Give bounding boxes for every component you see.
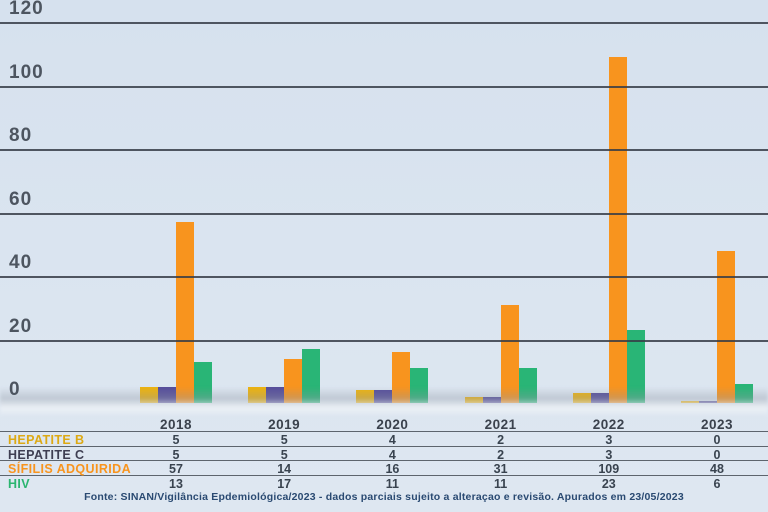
- bar-sifilis-adquirida-2021: [500, 304, 519, 403]
- gridline-100: [0, 85, 768, 88]
- y-tick-label-60: 60: [9, 188, 33, 210]
- value-sifilis-adquirida-2020: 16: [385, 462, 400, 476]
- bar-hiv-2022: [626, 329, 645, 403]
- y-tick-label-0: 0: [9, 379, 21, 400]
- bar-sifilis-adquirida-2023: [717, 250, 735, 403]
- y-tick-label-100: 100: [9, 61, 44, 83]
- value-hiv-2018: 13: [169, 476, 183, 491]
- table-divider-3: [0, 460, 768, 461]
- value-hepatite-c-2023: 0: [713, 447, 721, 462]
- bar-sifilis-adquirida-2018: [176, 222, 194, 403]
- value-hiv-2022: 23: [601, 476, 616, 491]
- gridline-60: [0, 212, 768, 215]
- value-hepatite-c-2022: 3: [605, 447, 613, 462]
- value-hiv-2021: 11: [493, 476, 508, 491]
- value-hepatite-b-2019: 5: [280, 433, 288, 447]
- y-tick-label-40: 40: [9, 252, 33, 273]
- value-hepatite-b-2023: 0: [713, 433, 721, 447]
- year-header-2023: 2023: [700, 416, 734, 432]
- year-header-2020: 2020: [376, 416, 409, 432]
- legend-label-hepatite-c: HEPATITE C: [8, 447, 85, 462]
- table-divider-4: [0, 474, 768, 476]
- value-hepatite-c-2019: 5: [280, 447, 288, 462]
- y-tick-label-120: 120: [9, 0, 44, 19]
- value-hiv-2023: 6: [713, 476, 721, 491]
- y-tick-label-20: 20: [9, 315, 33, 337]
- table-divider-2: [0, 445, 768, 447]
- source-text: Fonte: SINAN/Vigilância Epdemiológica/20…: [84, 491, 684, 503]
- legend-label-hiv: HIV: [8, 476, 31, 491]
- value-sifilis-adquirida-2019: 14: [277, 462, 292, 476]
- table-divider-1: [0, 431, 768, 432]
- gridline-80: [0, 149, 768, 151]
- legend-label-sifilis-adquirida: SÍFILIS ADQUIRIDA: [8, 462, 132, 476]
- year-header-2018: 2018: [159, 416, 193, 432]
- baseline-shadow: [0, 387, 768, 417]
- gridline-20: [0, 339, 768, 342]
- value-sifilis-adquirida-2021: 31: [493, 462, 508, 476]
- value-hepatite-c-2018: 5: [172, 447, 180, 462]
- year-header-2021: 2021: [484, 416, 517, 432]
- value-hepatite-b-2020: 4: [388, 433, 396, 447]
- value-hiv-2020: 11: [385, 476, 399, 491]
- value-hepatite-c-2020: 4: [388, 447, 396, 462]
- value-hepatite-b-2018: 5: [172, 433, 180, 447]
- value-sifilis-adquirida-2018: 57: [169, 462, 183, 476]
- value-hepatite-c-2021: 2: [497, 447, 505, 462]
- legend-label-hepatite-b: HEPATITE B: [8, 433, 85, 447]
- value-sifilis-adquirida-2023: 48: [710, 462, 724, 476]
- gridline-120: [0, 22, 768, 24]
- source-note: Fonte: SINAN/Vigilância Epdemiológica/20…: [0, 491, 768, 503]
- value-sifilis-adquirida-2022: 109: [598, 462, 620, 476]
- value-hepatite-b-2022: 3: [605, 433, 613, 447]
- bar-sifilis-adquirida-2022: [608, 56, 627, 403]
- year-header-2022: 2022: [592, 416, 625, 432]
- value-hiv-2019: 17: [277, 476, 292, 491]
- gridline-40: [0, 276, 768, 278]
- year-header-2019: 2019: [268, 416, 301, 432]
- value-hepatite-b-2021: 2: [497, 433, 505, 447]
- y-tick-label-80: 80: [9, 125, 33, 146]
